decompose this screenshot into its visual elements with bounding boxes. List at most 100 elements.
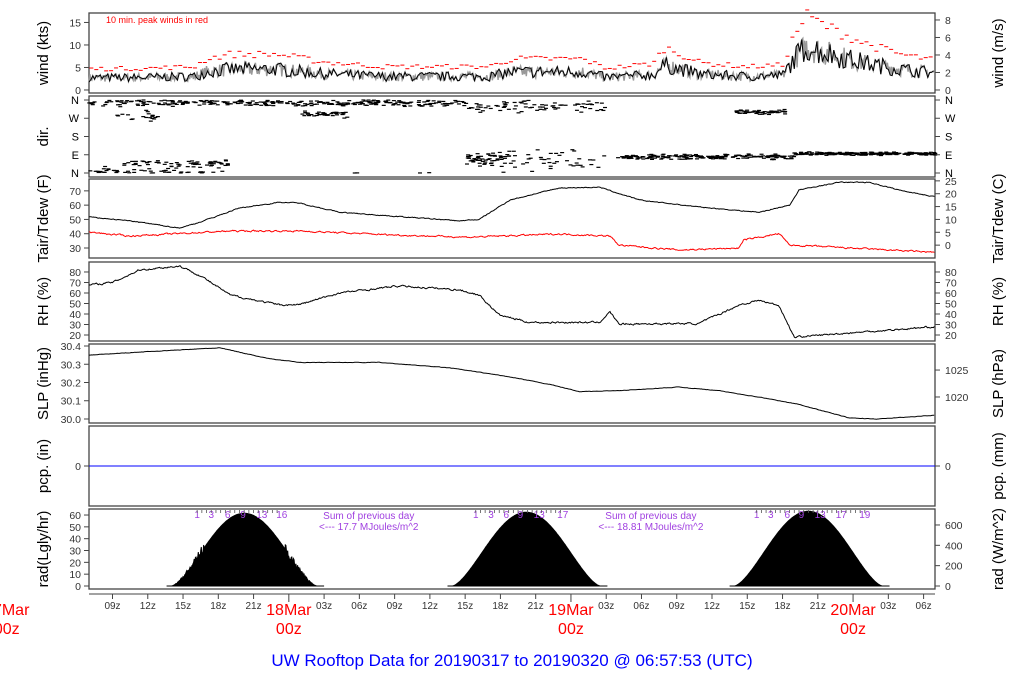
dir-right-tick-label: W: [945, 113, 956, 125]
rad-left-tick-label: 40: [69, 534, 81, 546]
uv-index-label: 13: [815, 510, 827, 521]
pcp-right-tick-label: 0: [945, 461, 951, 473]
wind-right-tick-label: 8: [945, 15, 951, 27]
rh-panel-frame: [88, 261, 936, 342]
slp-left-tick-label: 30.1: [61, 396, 82, 408]
dir-left-tick-label: E: [72, 150, 79, 162]
x-tick-label: 18z: [774, 601, 790, 612]
rad-left-tick-label: 0: [75, 581, 81, 593]
uv-index-label: 6: [504, 510, 510, 521]
x-tick-label: 12z: [704, 601, 720, 612]
rh-right-tick-label: 20: [945, 330, 957, 342]
tair-right-tick-label: 15: [945, 202, 957, 214]
rh-left-tick-label: 70: [69, 277, 81, 289]
uv-index-label: 1: [194, 510, 200, 521]
uv-index-label: 6: [784, 510, 790, 521]
day-date-label: 20Mar: [830, 602, 876, 619]
rad-right-tick-label: 0: [945, 581, 951, 593]
x-tick-label: 21z: [528, 601, 544, 612]
x-tick-label: 09z: [669, 601, 685, 612]
wind-range-line: [88, 36, 936, 84]
tair-left-tick-label: 70: [69, 186, 81, 198]
dir-right-tick-label: S: [945, 132, 952, 144]
rad-left-tick-label: 30: [69, 546, 81, 558]
rh-line: [88, 265, 935, 339]
slp-ylabel-left: SLP (inHg): [35, 347, 52, 420]
tair-ylabel-left: Tair/Tdew (F): [35, 174, 52, 262]
rh-right-tick-label: 80: [945, 267, 957, 279]
slp-panel-frame: [88, 343, 936, 424]
uv-index-label: 17: [557, 510, 569, 521]
x-tick-label: 06z: [351, 601, 367, 612]
dir-ylabel-left: dir.: [35, 126, 52, 146]
day-hour-label: 00z: [558, 621, 584, 638]
tair-panel-frame: [88, 178, 936, 259]
tair-left-tick-label: 30: [69, 243, 81, 255]
tair-line: [88, 181, 935, 229]
wind-left-tick-label: 15: [69, 17, 81, 29]
tair-right-tick-label: 25: [945, 176, 957, 188]
rad-right-tick-label: 400: [945, 540, 963, 552]
dir-panel-frame: [88, 95, 936, 178]
day-date-label: 17Mar: [0, 602, 30, 619]
dir-left-tick-label: N: [71, 95, 79, 107]
rh-left-tick-label: 30: [69, 320, 81, 332]
wind-panel-frame: [88, 12, 936, 94]
day-hour-label: 00z: [840, 621, 866, 638]
rad-left-tick-label: 50: [69, 522, 81, 534]
rh-left-tick-label: 20: [69, 330, 81, 342]
rh-right-tick-label: 40: [945, 309, 957, 321]
day-hour-label: 00z: [276, 621, 302, 638]
slp-left-tick-label: 30.2: [61, 377, 82, 389]
rad-ylabel-left: rad(Lgly/hr): [35, 511, 52, 588]
slp-ylabel-right: SLP (hPa): [990, 349, 1007, 418]
rh-left-tick-label: 50: [69, 298, 81, 310]
tair-right-tick-label: 10: [945, 214, 957, 226]
rad-panel-frame: [88, 508, 936, 590]
uv-index-label: 13: [256, 510, 268, 521]
tair-left-tick-label: 60: [69, 200, 81, 212]
rh-right-tick-label: 60: [945, 288, 957, 300]
x-tick-label: 18z: [210, 601, 226, 612]
rh-ylabel-right: RH (%): [990, 277, 1007, 326]
x-tick-label: 06z: [916, 601, 932, 612]
dir-right-tick-label: N: [945, 168, 953, 180]
wind-right-tick-label: 2: [945, 67, 951, 79]
uv-index-label: 9: [518, 510, 524, 521]
pcp-ylabel-right: pcp. (mm): [990, 432, 1007, 500]
radiation-day-3: [729, 510, 890, 587]
x-tick-label: 03z: [880, 601, 896, 612]
uv-index-label: 13: [534, 510, 546, 521]
tair-right-tick-label: 0: [945, 240, 951, 252]
rad-left-tick-label: 10: [69, 569, 81, 581]
slp-left-tick-label: 30.3: [61, 359, 82, 371]
slp-right-tick-label: 1025: [945, 365, 969, 377]
tair-left-tick-label: 50: [69, 214, 81, 226]
daily-sum-label: Sum of previous day: [323, 511, 414, 522]
uv-index-label: 1: [754, 510, 760, 521]
tdew-line: [88, 229, 935, 253]
x-tick-label: 15z: [457, 601, 473, 612]
x-tick-label: 15z: [739, 601, 755, 612]
dir-right-tick-label: N: [945, 95, 953, 107]
tair-right-tick-label: 20: [945, 189, 957, 201]
rad-left-tick-label: 20: [69, 557, 81, 569]
wind-right-tick-label: 6: [945, 32, 951, 44]
wind-ylabel-left: wind (kts): [35, 21, 52, 86]
wind-left-tick-label: 0: [75, 85, 81, 97]
slp-left-tick-label: 30.4: [61, 341, 82, 353]
uv-index-label: 9: [799, 510, 805, 521]
day-date-label: 19Mar: [548, 602, 594, 619]
rad-right-tick-label: 600: [945, 520, 963, 532]
wind-note: 10 min. peak winds in red: [106, 15, 208, 25]
rh-right-tick-label: 30: [945, 320, 957, 332]
daily-sum-value: <--- 18.81 MJoules/m^2: [598, 522, 703, 533]
rh-right-tick-label: 50: [945, 298, 957, 310]
x-tick-label: 12z: [422, 601, 438, 612]
chart-title: UW Rooftop Data for 20190317 to 20190320…: [271, 651, 752, 670]
uv-index-label: 3: [768, 510, 774, 521]
x-tick-label: 21z: [810, 601, 826, 612]
wind-left-tick-label: 5: [75, 62, 81, 74]
wind-right-tick-label: 0: [945, 85, 951, 97]
